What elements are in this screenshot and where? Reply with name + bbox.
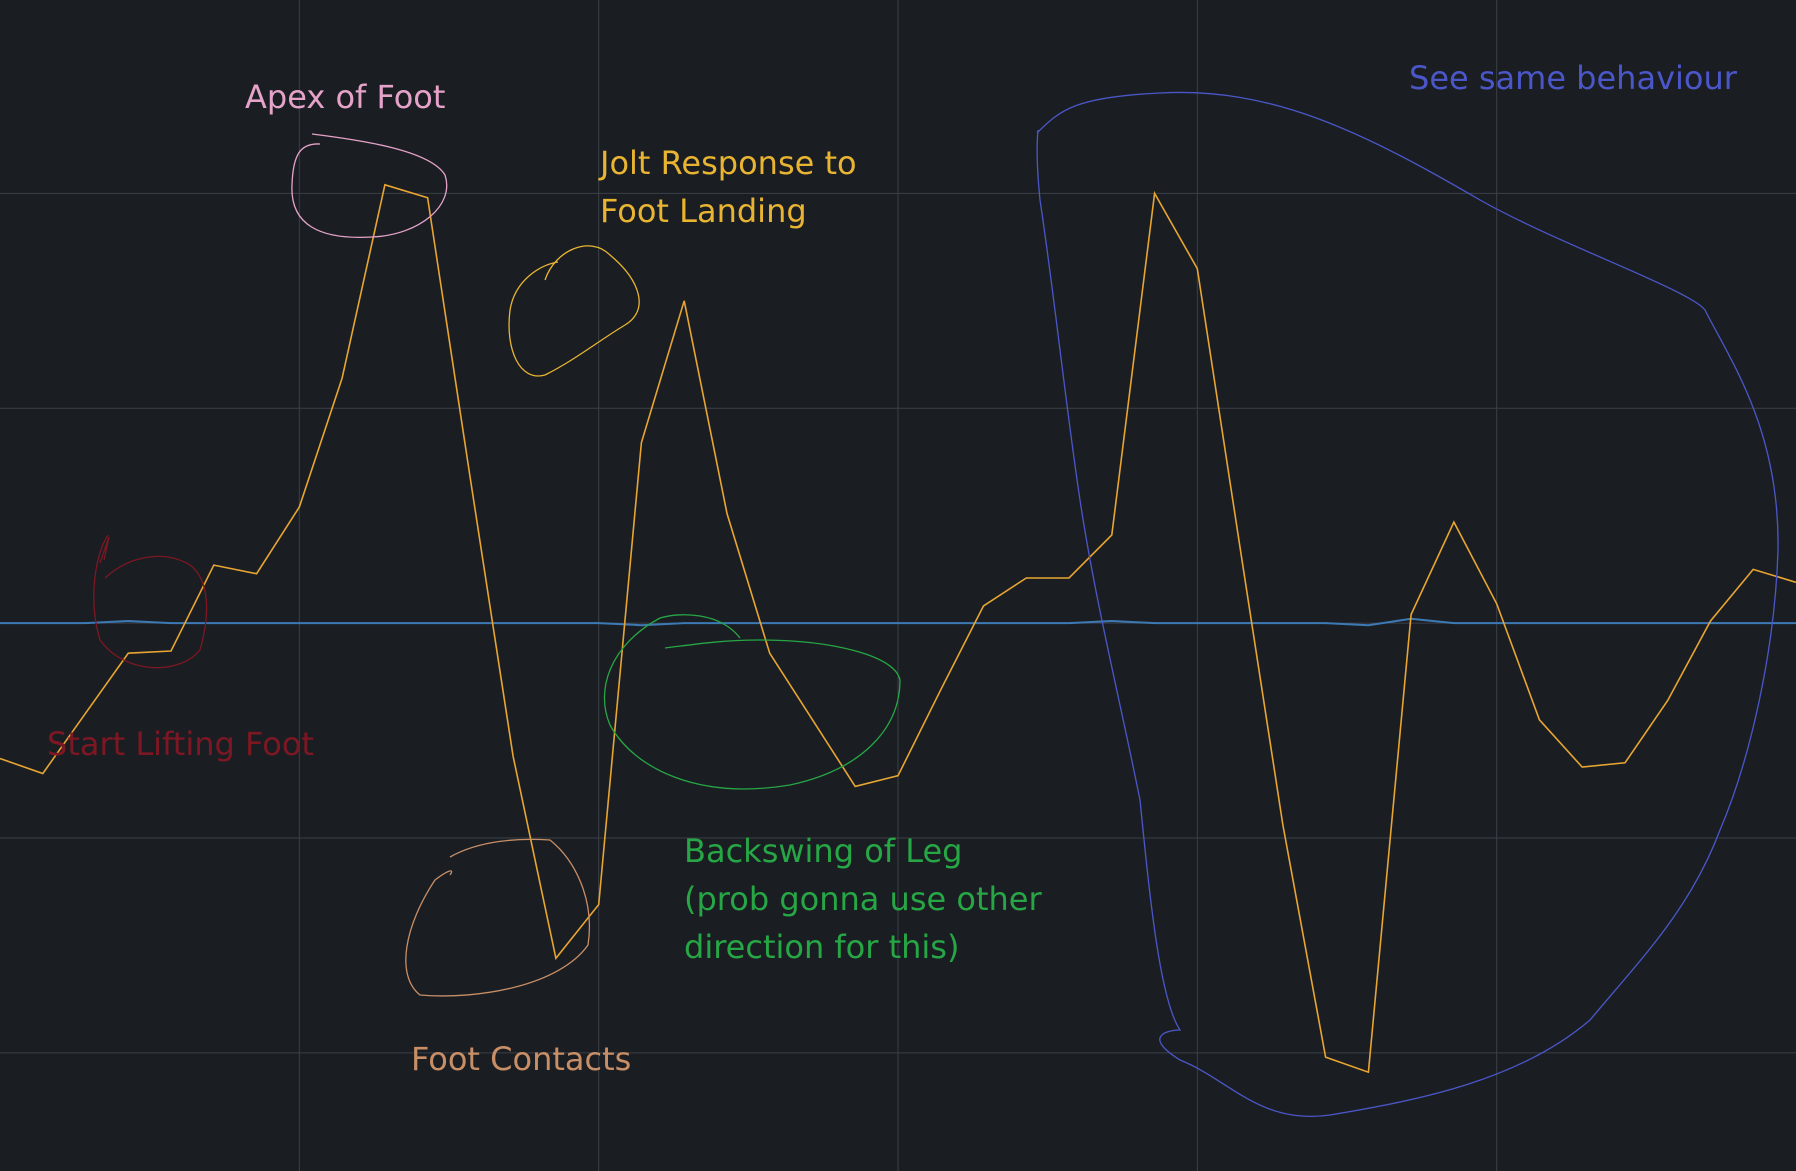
- annotation-line: Foot Contacts: [411, 1040, 631, 1078]
- annotation-line: direction for this): [684, 928, 959, 966]
- apex-circle: [291, 133, 448, 239]
- annotation-label: Start Lifting Foot: [47, 725, 314, 763]
- series-line-signal: [0, 183, 1796, 1074]
- annotation-label: Apex of Foot: [245, 78, 445, 116]
- foot-contact-circle: [405, 838, 591, 997]
- annotation-line: Apex of Foot: [245, 78, 445, 116]
- backswing-circle: [603, 614, 901, 790]
- annotation-line: See same behaviour: [1409, 59, 1738, 97]
- series-layer: [0, 183, 1796, 1074]
- annotation-line: Foot Landing: [600, 192, 807, 230]
- jolt-circle: [508, 245, 640, 377]
- annotation-line: Jolt Response to: [598, 144, 857, 182]
- annotation-labels: Apex of Foot Jolt Response to Foot Landing…: [47, 59, 1738, 1078]
- same-behaviour-circle: [1036, 91, 1779, 1117]
- annotation-line: Backswing of Leg: [684, 832, 962, 870]
- annotation-label: Backswing of Leg (prob gonna use other dir…: [684, 832, 1042, 966]
- start-lift-circle: [93, 534, 208, 669]
- annotation-label: Foot Contacts: [411, 1040, 631, 1078]
- series-line-baseline: [0, 617, 1796, 627]
- annotation-line: Start Lifting Foot: [47, 725, 314, 763]
- annotation-line: (prob gonna use other: [684, 880, 1042, 918]
- annotation-label: See same behaviour: [1409, 59, 1738, 97]
- annotation-sketches: [93, 91, 1779, 1117]
- annotation-label: Jolt Response to Foot Landing: [598, 144, 857, 230]
